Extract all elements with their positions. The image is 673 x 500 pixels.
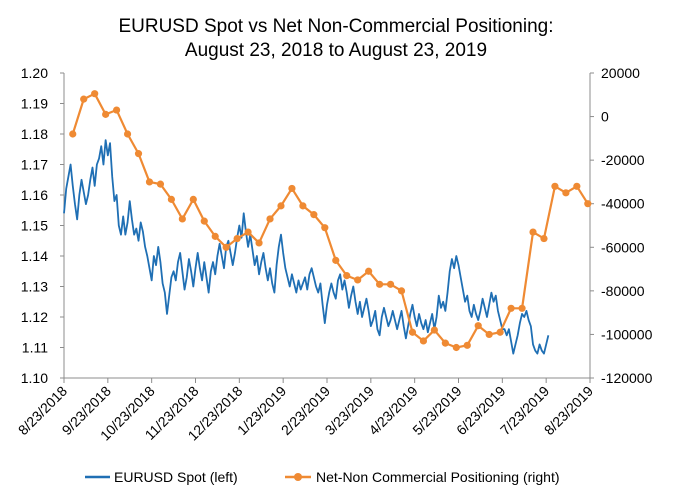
positioning-point	[529, 228, 537, 236]
right-tick-label: -40000	[601, 196, 645, 212]
positioning-point	[386, 280, 395, 288]
positioning-point	[244, 228, 252, 236]
positioning-point	[343, 272, 351, 280]
positioning-point	[430, 326, 438, 334]
positioning-point	[200, 217, 208, 225]
positioning-point	[397, 287, 406, 295]
left-tick-label: 1.20	[21, 65, 48, 81]
x-axis-ticks: 8/23/20189/23/201810/23/201811/23/201812…	[15, 378, 596, 444]
positioning-point	[211, 232, 219, 240]
series-lines	[63, 90, 592, 355]
positioning-point	[376, 280, 384, 288]
positioning-point	[332, 256, 340, 264]
positioning-point	[233, 234, 241, 243]
positioning-point	[156, 180, 165, 188]
positioning-point	[222, 243, 230, 251]
positioning-point	[145, 178, 154, 186]
left-axis-ticks: 1.10 1.11 1.12 1.13 1.14 1.15 1.16 1.17 1.18 1.19…	[21, 65, 64, 386]
left-tick-label: 1.14	[21, 248, 48, 264]
positioning-point	[123, 130, 132, 138]
positioning-point	[288, 184, 296, 193]
positioning-point	[266, 215, 274, 223]
right-tick-label: -20000	[601, 152, 645, 168]
left-tick-label: 1.19	[21, 96, 48, 112]
right-tick-label: -60000	[601, 239, 645, 255]
positioning-point	[91, 90, 99, 98]
positioning-point	[551, 182, 559, 190]
positioning-point	[255, 239, 263, 247]
positioning-point	[178, 215, 186, 223]
positioning-point	[354, 276, 362, 284]
positioning-point	[69, 130, 77, 138]
legend-marker-positioning	[294, 473, 302, 481]
left-tick-label: 1.10	[21, 370, 48, 386]
chart-title: EURUSD Spot vs Net Non-Commercial Positi…	[118, 16, 553, 37]
positioning-point	[540, 234, 548, 243]
positioning-point	[102, 110, 110, 118]
right-tick-label: -120000	[601, 370, 653, 386]
right-tick-label: -80000	[601, 283, 645, 299]
positioning-point	[113, 106, 121, 114]
positioning-point	[80, 95, 88, 103]
positioning-point	[496, 328, 504, 336]
positioning-point	[408, 328, 417, 336]
positioning-point	[189, 195, 197, 203]
positioning-point	[167, 195, 175, 203]
left-tick-label: 1.17	[21, 157, 48, 173]
left-tick-label: 1.18	[21, 126, 48, 142]
left-tick-label: 1.15	[21, 218, 48, 234]
positioning-point	[452, 343, 460, 352]
positioning-point	[310, 211, 318, 219]
positioning-point	[507, 304, 515, 312]
positioning-point	[485, 330, 493, 339]
positioning-point	[584, 200, 592, 208]
positioning-point	[573, 182, 581, 190]
positioning-point	[562, 189, 570, 197]
positioning-point	[321, 224, 329, 232]
left-tick-label: 1.12	[21, 309, 48, 325]
left-tick-label: 1.13	[21, 279, 48, 295]
positioning-point	[441, 339, 449, 347]
positioning-point	[518, 304, 526, 312]
series-line-eurusd	[63, 139, 550, 355]
positioning-point	[277, 202, 285, 210]
left-tick-label: 1.16	[21, 187, 48, 203]
positioning-point	[365, 267, 373, 275]
legend: EURUSD Spot (left) Net-Non Commercial Po…	[85, 469, 560, 485]
right-tick-label: 0	[601, 109, 609, 125]
right-axis-ticks: -120000 -100000 -80000 -60000 -40000 -20000 0 2…	[590, 65, 653, 386]
positioning-point	[474, 322, 482, 330]
positioning-point	[463, 341, 471, 349]
legend-label-positioning: Net-Non Commercial Positioning (right)	[316, 469, 560, 485]
right-tick-label: -100000	[601, 326, 653, 342]
legend-label-eurusd: EURUSD Spot (left)	[114, 469, 238, 485]
positioning-point	[299, 202, 307, 210]
left-tick-label: 1.11	[22, 340, 48, 356]
chart-subtitle: August 23, 2018 to August 23, 2019	[185, 40, 487, 61]
positioning-point	[419, 337, 428, 345]
positioning-point	[134, 150, 143, 158]
right-tick-label: 20000	[601, 65, 640, 81]
